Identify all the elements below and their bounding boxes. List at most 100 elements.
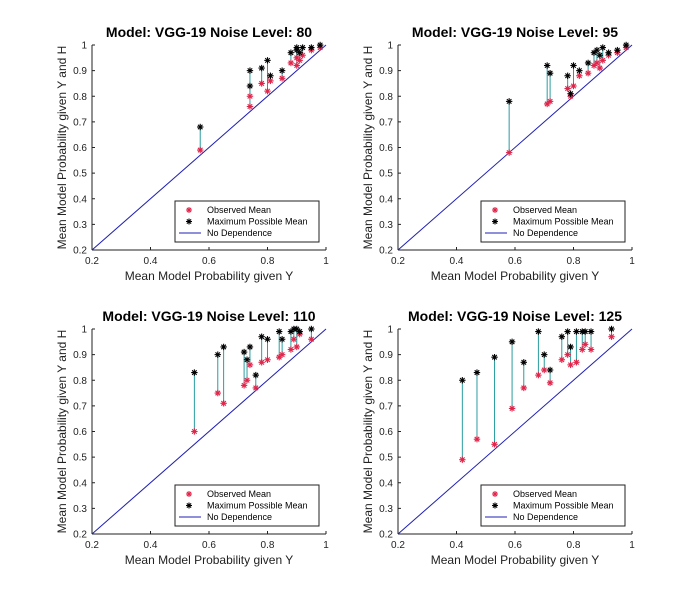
maximum-mean-point [564,72,571,79]
x-tick-label: 0.6 [508,540,522,551]
chart-panel-4: Model: VGG-19 Noise Level: 125 0.2 0.4 0.6 0… [361,308,635,567]
x-tick-label: 0.2 [391,256,405,267]
y-tick-label: 0.8 [73,376,87,387]
maximum-mean-point [252,371,259,379]
observed-mean-point [491,441,498,448]
maximum-mean-point [546,366,554,374]
observed-mean-point [584,69,592,77]
legend-label: Observed Mean [513,205,577,215]
observed-mean-point [293,343,300,351]
legend-label: No Dependence [207,512,272,522]
y-tick-label: 0.6 [73,427,87,438]
observed-mean-point [558,356,565,363]
maximum-mean-point [587,328,595,335]
x-tick-label: 0.2 [85,256,99,267]
x-tick-label: 0.4 [450,540,464,551]
observed-mean-point [264,356,271,363]
y-tick-label: 0.5 [73,169,87,180]
x-tick-label: 0.4 [450,256,464,267]
maximum-mean-point [558,333,565,340]
y-tick-label: 0.7 [73,401,87,412]
maximum-mean-point [299,44,306,51]
observed-mean-point [214,389,221,397]
maximum-mean-point [584,59,592,67]
observed-mean-point [267,77,274,85]
x-axis-label: Mean Model Probability given Y [125,553,294,567]
legend-observed-icon [492,207,498,213]
maximum-mean-point [546,69,554,77]
y-tick-label: 0.8 [73,92,87,103]
legend-label: Maximum Possible Mean [513,501,614,511]
x-tick-label: 0.6 [508,256,522,267]
x-tick-label: 0.2 [391,540,405,551]
maximum-mean-point [459,377,466,384]
chart-title: Model: VGG-19 Noise Level: 80 [106,24,312,40]
observed-mean-point [246,103,254,110]
y-tick-label: 0.7 [379,401,393,412]
legend-label: Observed Mean [207,205,271,215]
y-axis-label: Mean Model Probability given Y and H [55,330,69,534]
legend-observed-icon [186,207,192,213]
y-tick-label: 0.4 [379,194,393,205]
maximum-mean-point [535,328,542,335]
observed-mean-point [608,333,615,340]
y-tick-label: 0.2 [379,530,393,541]
maximum-mean-point [316,41,324,49]
maximum-mean-point [296,328,303,335]
x-tick-label: 0.6 [202,256,216,267]
maximum-mean-point [520,359,527,366]
observed-mean-point [508,405,516,412]
x-tick-label: 1 [323,540,329,551]
observed-mean-point [582,341,589,348]
maximum-mean-point [246,343,254,351]
observed-mean-point [570,82,577,90]
observed-mean-point [287,59,295,67]
x-tick-label: 0.8 [567,540,581,551]
maximum-mean-point [220,343,227,351]
observed-mean-point [293,62,300,69]
maximum-mean-point [593,46,601,54]
maximum-mean-point [197,123,204,131]
maximum-mean-point [599,44,606,51]
maximum-mean-point [596,52,604,59]
legend-observed-icon [186,491,192,497]
maximum-mean-point [491,353,498,361]
maximum-mean-point [276,328,283,335]
x-tick-label: 0.8 [567,256,581,267]
observed-mean-point [579,346,586,353]
no-dependence-line [397,44,633,251]
y-tick-label: 1 [387,325,393,336]
legend-label: Maximum Possible Mean [207,501,308,511]
x-tick-label: 0.4 [144,540,158,551]
maximum-mean-point [246,67,254,74]
legend-box [480,200,626,243]
maximum-mean-point [567,343,574,351]
maximum-mean-point [191,369,198,376]
x-tick-label: 0.8 [261,256,275,267]
y-tick-label: 0.4 [73,194,87,205]
maximum-mean-point [278,67,286,74]
maximum-mean-point [614,46,621,54]
legend-maximum-icon [186,502,192,509]
observed-mean-point [596,64,604,72]
maximum-mean-point [564,328,571,335]
legend-box [174,484,320,527]
x-tick-label: 1 [629,256,635,267]
legend-label: Observed Mean [513,489,577,499]
maximum-mean-point [505,98,513,105]
x-tick-label: 0.4 [144,256,158,267]
observed-mean-point [564,85,571,92]
observed-mean-point [264,87,271,95]
observed-mean-point [308,336,315,343]
maximum-mean-point [243,356,251,363]
chart-title: Model: VGG-19 Noise Level: 125 [408,308,622,324]
maximum-mean-point [264,57,271,64]
y-tick-label: 0.3 [73,220,87,231]
y-tick-label: 0.6 [379,427,393,438]
maximum-mean-point [296,49,303,56]
legend-label: Observed Mean [207,489,271,499]
x-tick-label: 0.8 [261,540,275,551]
observed-mean-point [546,98,554,105]
